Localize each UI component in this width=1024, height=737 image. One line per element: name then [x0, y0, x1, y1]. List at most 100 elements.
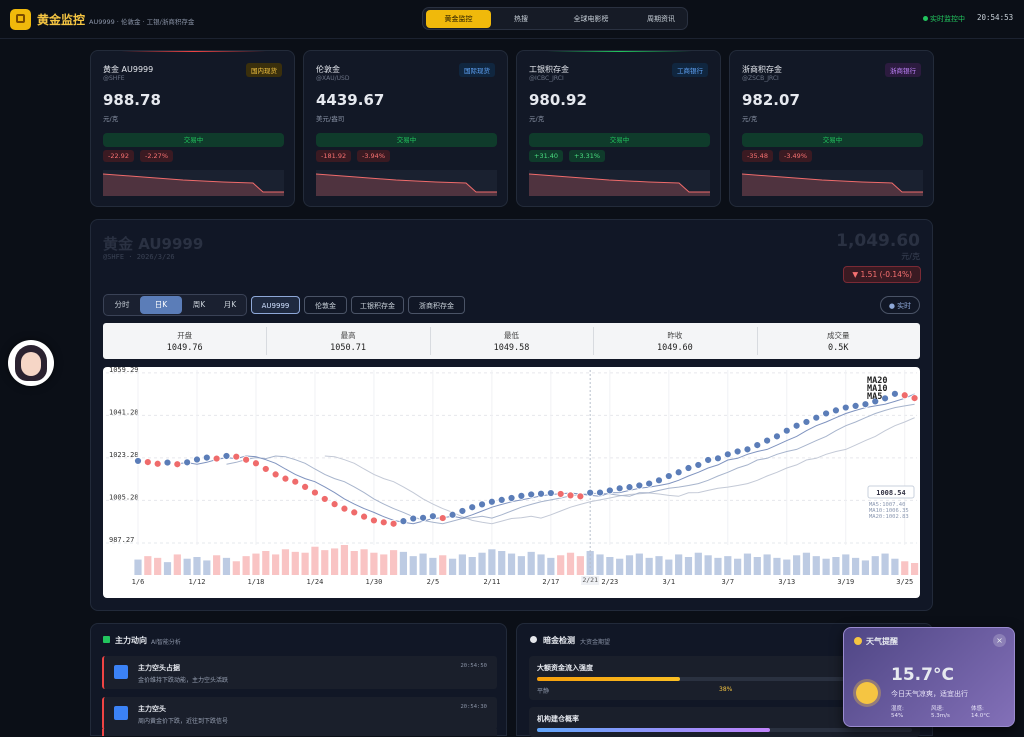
card-status: 交易中: [529, 133, 710, 147]
volume-bar: [429, 557, 437, 575]
card-status: 交易中: [103, 133, 284, 147]
card-unit: 元/克: [742, 115, 758, 123]
volume-bar: [340, 545, 349, 575]
price-dot: [330, 500, 339, 509]
price-dot: [291, 477, 300, 486]
volume-bar: [743, 553, 752, 575]
instrument-tab[interactable]: 浙商积存金: [408, 296, 465, 314]
nav-tab[interactable]: 黄金监控: [426, 10, 491, 28]
card-code: @XAU/USD: [316, 75, 350, 82]
volume-bar: [252, 553, 260, 575]
price-dot: [645, 479, 654, 488]
volume-bar: [232, 561, 240, 575]
price-dot: [212, 454, 221, 463]
ma-line: [226, 403, 915, 525]
period-tab[interactable]: 日K: [140, 296, 182, 314]
price-dot: [370, 516, 378, 525]
price-dot: [409, 514, 418, 523]
x-tick-label: 1/30: [365, 578, 382, 586]
price-dot: [389, 519, 398, 528]
price-dot: [202, 453, 211, 462]
volume-bar: [576, 556, 584, 575]
volume-bar: [498, 551, 506, 575]
sun-icon: [856, 682, 878, 704]
instrument-tab[interactable]: AU9999: [251, 296, 300, 314]
volume-bar: [881, 553, 889, 575]
price-dot: [311, 488, 319, 497]
price-dot: [281, 474, 290, 483]
price-dot: [360, 512, 368, 521]
flow-title: 主力空头: [138, 705, 166, 713]
meter-label: 大额资金流入强度: [537, 664, 593, 672]
price-dot: [822, 409, 830, 418]
price-dot: [802, 418, 811, 426]
sparkline-area: [316, 174, 497, 196]
volume-bar: [851, 557, 860, 575]
price-dot: [340, 504, 349, 513]
instrument-tab[interactable]: 伦敦金: [304, 296, 347, 314]
price-dot: [743, 445, 752, 454]
main-price: 1,049.60: [836, 231, 920, 251]
volume-bar: [507, 553, 516, 575]
price-dot: [763, 436, 772, 445]
x-tick-label: 3/25: [896, 578, 913, 586]
sparkline: [529, 170, 710, 196]
assistant-avatar[interactable]: [8, 340, 54, 386]
price-dot: [458, 507, 467, 515]
volume-bar: [773, 557, 781, 575]
nav-tab[interactable]: 周期资讯: [647, 15, 675, 23]
kline-chart: 987.27 1005.28 1023.28 1041.28 1059.29 1/6 1/1…: [103, 367, 920, 598]
price-dot: [271, 470, 280, 479]
card-code: @SHFE: [103, 75, 125, 82]
meter-value: 38%: [719, 686, 733, 693]
card-name: 伦敦金: [316, 65, 340, 74]
card-change: -22.92: [103, 150, 134, 162]
meter-label: 机构建仓概率: [537, 715, 579, 723]
flow-icon: [114, 665, 128, 679]
close-button[interactable]: ×: [993, 634, 1006, 647]
card-accent: [547, 51, 692, 52]
card-change-pct: -3.49%: [779, 150, 812, 162]
price-dot: [448, 510, 457, 519]
y-tick-label: 1005.28: [109, 493, 139, 501]
crosshair-label: 2/21: [582, 576, 598, 584]
card-price: 4439.67: [316, 91, 385, 109]
legend-label: MA20: [867, 376, 887, 386]
flow-time: 20:54:50: [460, 663, 488, 669]
volume-bar: [163, 562, 172, 575]
volume-bar: [802, 552, 811, 575]
card-change-pct: -2.27%: [140, 150, 173, 162]
price-dot: [773, 432, 781, 441]
period-tab[interactable]: 分时: [114, 300, 130, 309]
live-toggle[interactable]: ● 实时: [880, 296, 920, 314]
period-tab[interactable]: 月K: [223, 300, 237, 309]
weather-icon: [854, 637, 862, 645]
card-status: 交易中: [316, 133, 497, 147]
price-dot: [881, 394, 889, 403]
volume-bar: [891, 558, 899, 575]
instrument-tab[interactable]: 工银积存金: [351, 296, 404, 314]
card-accent: [334, 51, 479, 52]
stat-value: 1049.60: [656, 343, 693, 353]
weather-detail-value: 14.0°C: [971, 713, 990, 719]
flow-item[interactable]: 主力空头占据 金价维持下跌动能，主力空头活跃 20:54:50: [102, 656, 497, 689]
price-dot: [222, 452, 231, 460]
price-dot: [320, 495, 329, 503]
card-change: +31.40: [529, 150, 564, 162]
stat-label: 开盘: [177, 331, 193, 340]
status-dot: [923, 16, 928, 21]
sparkline-area: [529, 174, 710, 196]
volume-bar: [331, 548, 339, 575]
volume-bar: [301, 552, 309, 575]
volume-bar: [596, 554, 604, 575]
nav-tab[interactable]: 热搜: [514, 15, 528, 23]
volume-bar: [901, 561, 909, 575]
stat-divider: [756, 327, 758, 355]
flow-item[interactable]: 主力空头 周内黄金价下跌，近往到下跌信号 20:54:30: [102, 697, 497, 730]
volume-bar: [213, 555, 221, 575]
nav-tab[interactable]: 全球电影榜: [573, 15, 609, 23]
period-tab[interactable]: 周K: [192, 300, 206, 309]
weather-title: 天气提醒: [866, 637, 898, 646]
volume-bar: [419, 553, 427, 575]
meter-fill: [537, 728, 770, 732]
